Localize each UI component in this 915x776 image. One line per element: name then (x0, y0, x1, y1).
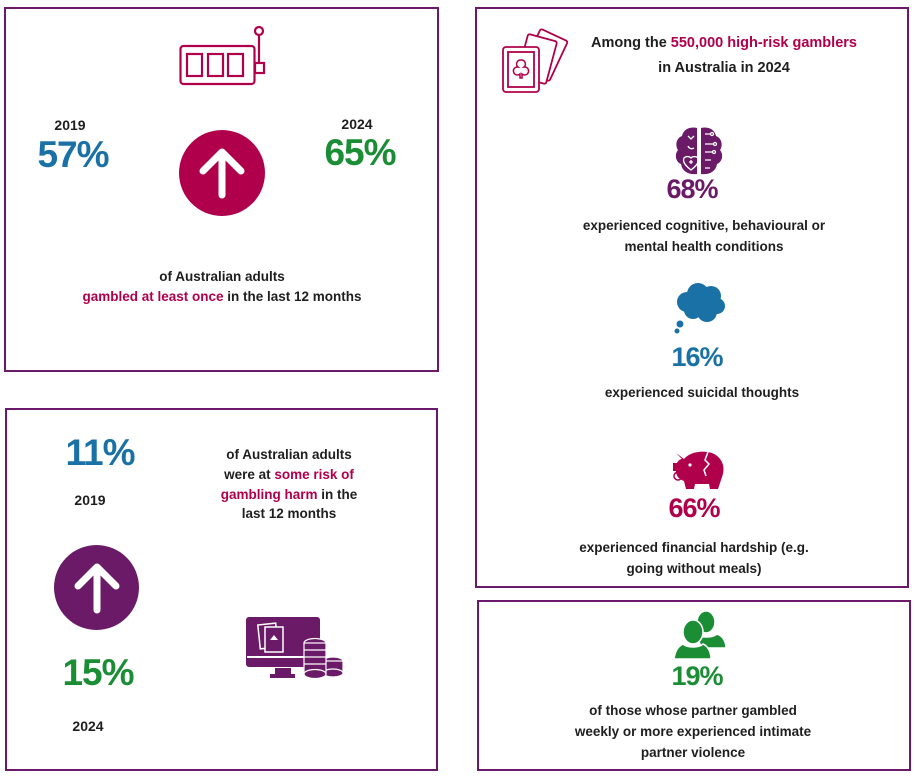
heading-text: Among the (591, 35, 671, 51)
brain-icon (675, 127, 723, 175)
value-2024: 65% (324, 132, 396, 173)
risk-caption-line2: were at some risk of (224, 465, 354, 485)
risk-caption-line4: last 12 months (241, 506, 337, 521)
stat-caption-financial-hardship-line2: going without meals) (626, 561, 762, 576)
caption-text: in the (317, 487, 358, 502)
caption-text: in the last 12 months (223, 289, 362, 304)
value-2019: 57% (37, 134, 109, 175)
stat-caption-mental-health-line2: mental health conditions (624, 239, 784, 254)
participation-panel (4, 7, 439, 372)
stat-caption-mental-health-line1: experienced cognitive, behavioural or (582, 218, 826, 233)
caption-text: were at (224, 467, 275, 482)
risk-panel (5, 408, 438, 771)
risk-value-2024: 15% (62, 652, 134, 693)
risk-caption-line1: of Australian adults (226, 447, 352, 462)
highlight-text: 550,000 high-risk gamblers (670, 35, 857, 51)
risk-caption-line3: gambling harm in the (221, 485, 358, 505)
highlight-text: some risk of (274, 467, 354, 482)
participation-caption-line1: of Australian adults (159, 269, 285, 284)
people-icon (673, 610, 727, 660)
highlight-text: gambled at least once (82, 289, 224, 304)
year-2024-label: 2024 (341, 116, 373, 132)
year-2019-label: 2019 (54, 117, 86, 133)
risk-year-2019: 2019 (74, 492, 106, 508)
participation-caption-line2: gambled at least once in the last 12 mon… (82, 286, 361, 307)
partner-violence-panel (477, 600, 911, 771)
slot-machine-icon (179, 25, 266, 86)
partner-caption-line1: of those whose partner gambled (589, 703, 797, 718)
high-risk-panel (475, 7, 909, 588)
playing-cards-icon (502, 28, 569, 93)
risk-year-2024: 2024 (72, 718, 104, 734)
partner-caption-line3: partner violence (640, 745, 746, 760)
broken-piggy-bank-icon (673, 451, 724, 489)
arrow-up-icon (54, 545, 139, 630)
highlight-text: gambling harm (220, 487, 318, 502)
stat-caption-financial-hardship-line1: experienced financial hardship (e.g. (579, 540, 809, 555)
online-gambling-icon (246, 617, 344, 680)
thought-cloud-icon (674, 283, 725, 334)
stat-caption-suicidal-thoughts: experienced suicidal thoughts (604, 385, 800, 400)
stat-value-suicidal-thoughts: 16% (671, 342, 723, 372)
high-risk-heading-line1: Among the 550,000 high-risk gamblers (591, 34, 857, 52)
risk-value-2019: 11% (65, 432, 135, 473)
high-risk-heading-line2: in Australia in 2024 (658, 60, 790, 76)
partner-caption-line2: weekly or more experienced intimate (574, 724, 812, 739)
arrow-up-icon (179, 130, 265, 216)
partner-violence-value: 19% (671, 661, 723, 691)
stat-value-mental-health: 68% (666, 174, 718, 204)
stat-value-financial-hardship: 66% (668, 493, 720, 523)
